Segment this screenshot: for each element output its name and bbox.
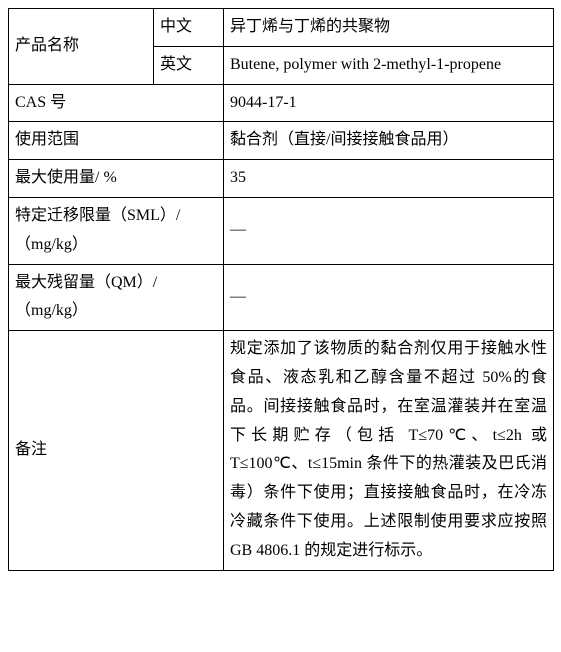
value-name-en: Butene, polymer with 2-methyl-1-propene [224,46,554,84]
row-remark: 备注 规定添加了该物质的黏合剂仅用于接触水性食品、液态乳和乙醇含量不超过 50%… [9,331,554,570]
row-cas: CAS 号 9044-17-1 [9,84,554,122]
value-scope: 黏合剂（直接/间接接触食品用） [224,122,554,160]
value-max-use: 35 [224,160,554,198]
value-name-zh: 异丁烯与丁烯的共聚物 [224,9,554,47]
row-qm: 最大残留量（QM）/（mg/kg） — [9,264,554,331]
label-scope: 使用范围 [9,122,224,160]
label-sml: 特定迁移限量（SML）/（mg/kg） [9,197,224,264]
substance-spec-table: 产品名称 中文 异丁烯与丁烯的共聚物 英文 Butene, polymer wi… [8,8,554,571]
label-qm: 最大残留量（QM）/（mg/kg） [9,264,224,331]
row-sml: 特定迁移限量（SML）/（mg/kg） — [9,197,554,264]
row-product-name-zh: 产品名称 中文 异丁烯与丁烯的共聚物 [9,9,554,47]
row-scope: 使用范围 黏合剂（直接/间接接触食品用） [9,122,554,160]
value-cas: 9044-17-1 [224,84,554,122]
row-max-use: 最大使用量/ % 35 [9,160,554,198]
value-remark: 规定添加了该物质的黏合剂仅用于接触水性食品、液态乳和乙醇含量不超过 50%的食品… [224,331,554,570]
value-qm: — [224,264,554,331]
label-product-name: 产品名称 [9,9,154,85]
label-remark: 备注 [9,331,224,570]
label-chinese: 中文 [154,9,224,47]
label-max-use: 最大使用量/ % [9,160,224,198]
label-cas: CAS 号 [9,84,224,122]
value-sml: — [224,197,554,264]
label-english: 英文 [154,46,224,84]
